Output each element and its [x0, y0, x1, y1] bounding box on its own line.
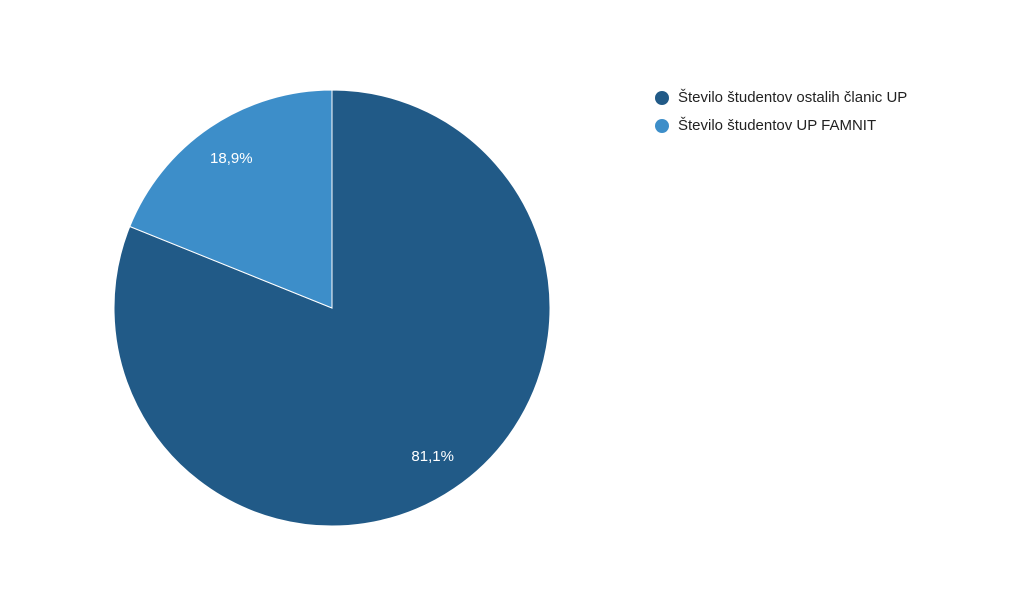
- slice-label: 81,1%: [411, 448, 454, 465]
- legend-marker: [655, 119, 669, 133]
- legend-label: Število študentov ostalih članic UP: [678, 89, 907, 106]
- pie-slice: [129, 89, 333, 309]
- legend-label: Število študentov UP FAMNIT: [678, 117, 876, 134]
- slice-label: 18,9%: [210, 150, 253, 167]
- legend-marker: [655, 91, 669, 105]
